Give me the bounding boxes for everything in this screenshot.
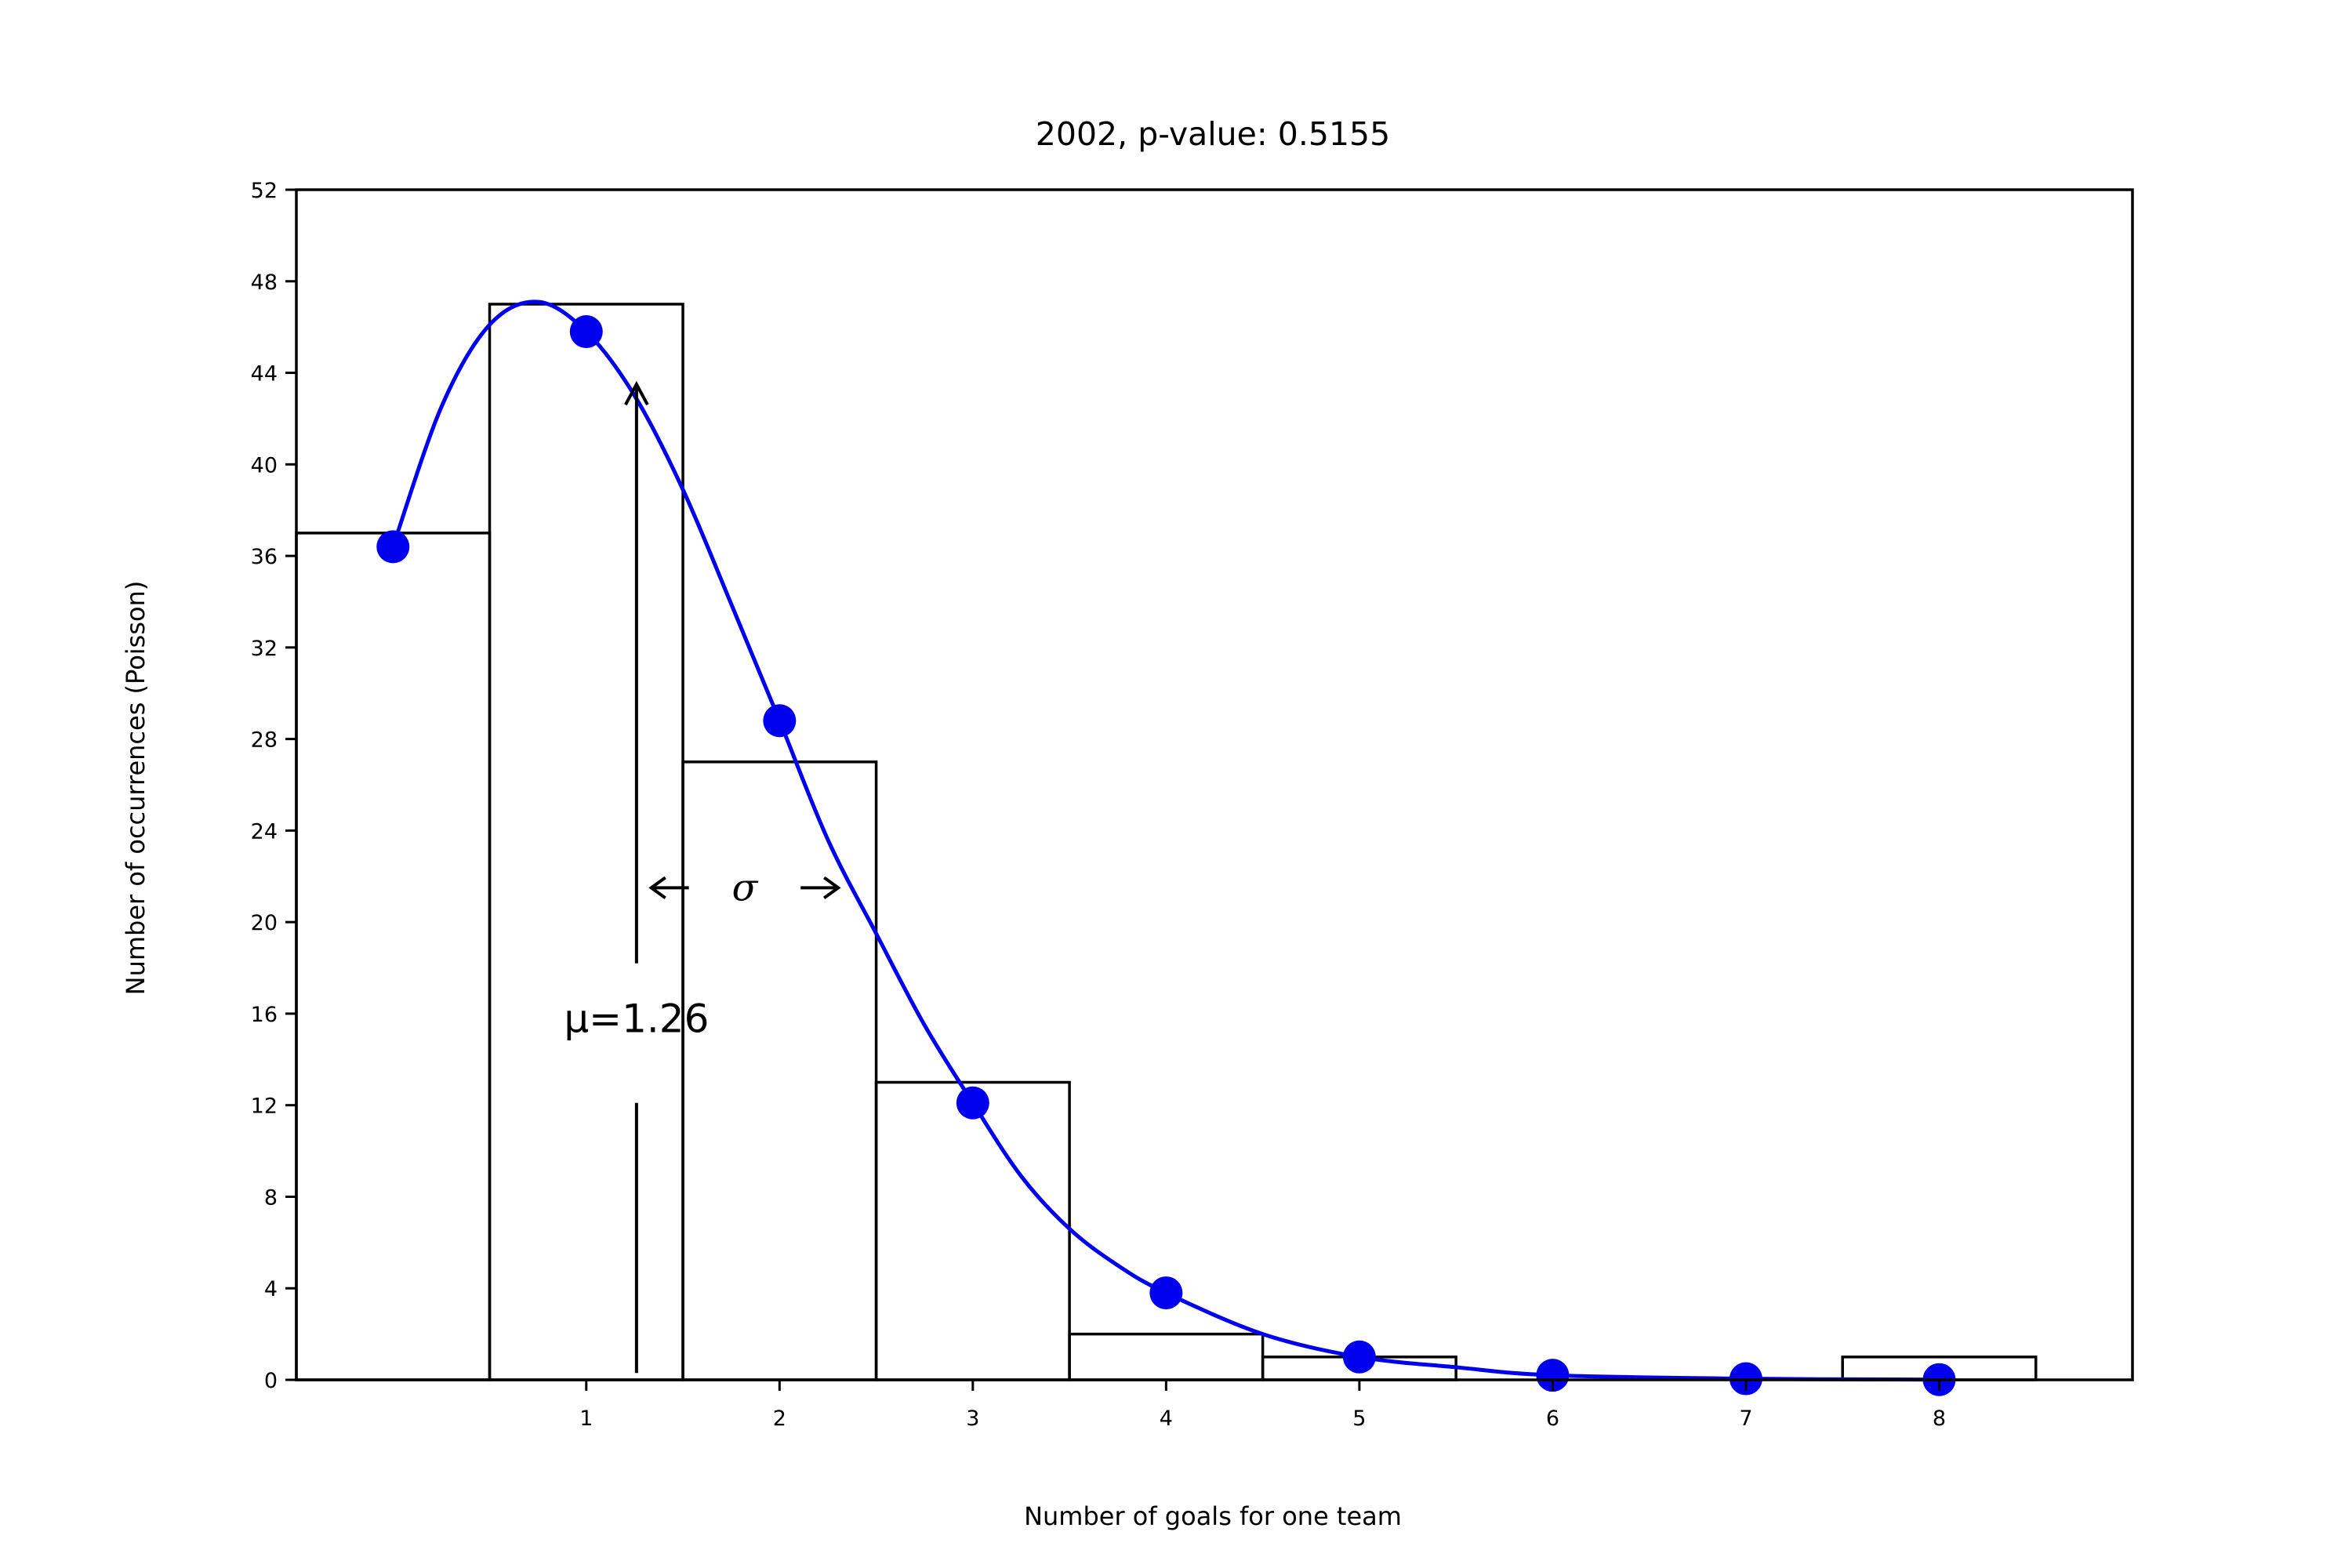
y-axis-label: Number of occurrences (Poisson) — [121, 581, 151, 996]
data-point — [569, 314, 603, 348]
y-tick-label: 44 — [251, 362, 278, 387]
sigma-label: σ — [732, 866, 759, 909]
y-tick-label: 40 — [251, 453, 278, 477]
y-tick-label: 36 — [251, 545, 278, 569]
expected-points-series — [376, 314, 1956, 1396]
y-tick-label: 16 — [251, 1003, 278, 1027]
y-tick-label: 32 — [251, 637, 278, 661]
x-tick-label: 1 — [579, 1406, 593, 1431]
y-tick-label: 48 — [251, 270, 278, 295]
x-tick-label: 8 — [1933, 1406, 1946, 1431]
y-tick-label: 0 — [264, 1369, 278, 1393]
mean-arrow-head — [624, 380, 649, 406]
data-point — [763, 704, 797, 738]
x-tick-label: 2 — [773, 1406, 786, 1431]
x-tick-label: 6 — [1546, 1406, 1559, 1431]
data-point — [376, 530, 410, 564]
data-point — [1149, 1276, 1183, 1310]
x-axis-label: Number of goals for one team — [1024, 1501, 1402, 1531]
y-tick-label: 24 — [251, 819, 278, 844]
sigma-arrow-left-head — [648, 876, 666, 899]
mean-label: μ=1.26 — [564, 996, 709, 1041]
data-point — [1536, 1359, 1570, 1392]
sigma-arrow-right-head — [823, 876, 841, 899]
data-point — [1342, 1340, 1376, 1374]
x-tick-label: 4 — [1160, 1406, 1173, 1431]
axes-frame — [295, 188, 2134, 1381]
y-tick-label: 8 — [264, 1185, 278, 1210]
y-tick-label: 4 — [264, 1277, 278, 1301]
x-tick-label: 5 — [1352, 1406, 1366, 1431]
x-axis-ticks: 1 2 3 4 5 6 7 8 — [579, 1380, 1946, 1431]
data-point — [956, 1086, 989, 1120]
y-tick-label: 28 — [251, 728, 278, 753]
x-tick-label: 3 — [966, 1406, 979, 1431]
y-tick-label: 52 — [251, 179, 278, 203]
y-tick-label: 12 — [251, 1094, 278, 1119]
x-tick-label: 7 — [1739, 1406, 1752, 1431]
y-tick-label: 20 — [251, 911, 278, 935]
chart-title: 2002, p-value: 0.5155 — [1036, 115, 1390, 153]
